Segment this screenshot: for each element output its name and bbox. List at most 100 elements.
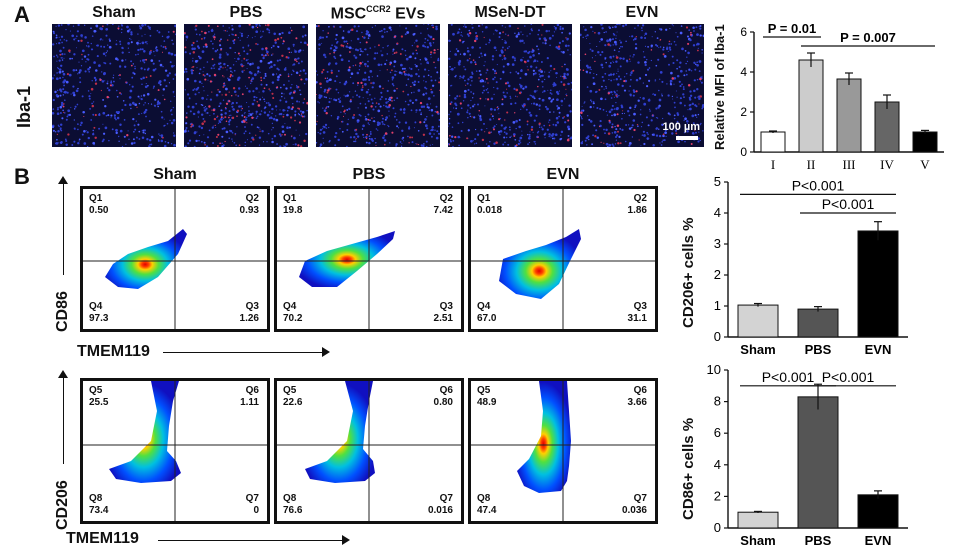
y-tick-label: 6: [714, 425, 721, 440]
quadrant-label: Q5 25.5: [89, 385, 108, 409]
quadrant-percent: 3.66: [627, 397, 647, 408]
micrograph-label-text: PBS: [229, 4, 263, 21]
arrowhead-right-icon: [342, 535, 350, 545]
quadrant-label: Q6 1.11: [240, 385, 259, 409]
quadrant-percent: 0: [253, 505, 259, 516]
micrograph-image: 100 µm: [580, 24, 704, 147]
flow-plot-cd86: Q1 0.50 Q2 0.93 Q4 97.3 Q3 1.26: [80, 186, 270, 332]
cd86-bar-chart: 0 2 4 6 8 10 Sham PBS EVN P<0.001 P<0.001: [707, 362, 908, 548]
quadrant-name: Q4: [89, 301, 103, 312]
quadrant-label: Q3 1.26: [240, 301, 259, 325]
y-tick-label: 2: [714, 488, 721, 503]
x-tick-label: V: [920, 157, 930, 170]
micrograph-label-rest: EVs: [390, 5, 426, 23]
tmem119-axis-arrow-2: [158, 540, 343, 541]
flow-plot-cd86: Q1 19.8 Q2 7.42 Q4 70.2 Q3 2.51: [274, 186, 464, 332]
bar: [797, 308, 839, 338]
micrograph-label-sup: CCR2: [366, 4, 391, 14]
y-tick-label: 1: [714, 298, 721, 313]
flow-column-title: Sham: [153, 166, 197, 183]
y-tick-label: 4: [740, 65, 747, 79]
bar: [737, 304, 779, 338]
quadrant-name: Q7: [245, 493, 259, 504]
y-tick-label: 2: [740, 105, 747, 119]
quadrant-name: Q5: [89, 385, 103, 396]
quadrant-name: Q5: [283, 385, 297, 396]
density-plot: [83, 381, 267, 521]
fluorescence-texture: [448, 24, 572, 147]
density-plot: [277, 381, 461, 521]
bar: [798, 59, 824, 153]
arrowhead-up-icon: [58, 370, 68, 378]
quadrant-label: Q7 0.016: [428, 493, 453, 517]
micrograph-label-text: MSeN-DT: [474, 4, 546, 21]
quadrant-name: Q3: [439, 301, 453, 312]
quadrant-label: Q1 0.50: [89, 193, 108, 217]
bar: [760, 131, 786, 153]
quadrant-name: Q6: [245, 385, 259, 396]
flow-column-title: EVN: [546, 166, 580, 183]
quadrant-name: Q1: [477, 193, 491, 204]
quadrant-percent: 0.50: [89, 205, 109, 216]
quadrant-name: Q4: [477, 301, 491, 312]
quadrant-name: Q5: [477, 385, 491, 396]
cell-density-blob: [499, 229, 581, 299]
bar: [874, 101, 900, 153]
flow-plot-cd206: Q5 22.6 Q6 0.80 Q8 76.6 Q7 0.016: [274, 378, 464, 524]
p-value-label: P<0.001: [822, 369, 875, 385]
quadrant-percent: 48.9: [477, 397, 497, 408]
quadrant-label: Q4 70.2: [283, 301, 302, 325]
y-tick-label: 2: [714, 267, 721, 282]
flow-column-title: PBS: [352, 166, 386, 183]
tmem119-axis-arrow-1: [163, 352, 323, 353]
quadrant-percent: 19.8: [283, 205, 303, 216]
micrograph-image: [184, 24, 308, 147]
arrowhead-right-icon: [322, 347, 330, 357]
flow-plot-cd206: Q5 48.9 Q6 3.66 Q8 47.4 Q7 0.036: [468, 378, 658, 524]
p-value-label: P<0.001: [822, 196, 875, 212]
quadrant-label: Q6 3.66: [628, 385, 647, 409]
quadrant-percent: 97.3: [89, 313, 109, 324]
y-tick-label: 5: [714, 174, 721, 189]
quadrant-label: Q6 0.80: [434, 385, 453, 409]
cell-density-blob: [109, 381, 181, 483]
quadrant-name: Q7: [439, 493, 453, 504]
density-plot: [277, 189, 461, 329]
arrowhead-up-icon: [58, 176, 68, 184]
x-tick-label: Sham: [740, 533, 775, 548]
quadrant-label: Q8 47.4: [477, 493, 496, 517]
y-tick-label: 4: [714, 205, 721, 220]
y-tick-label: 4: [714, 457, 721, 472]
quadrant-percent: 70.2: [283, 313, 303, 324]
quadrant-name: Q4: [283, 301, 297, 312]
x-tick-label: PBS: [805, 342, 832, 357]
p-value-label: P = 0.007: [840, 30, 896, 45]
cell-density-blob: [299, 231, 395, 287]
quadrant-name: Q8: [89, 493, 103, 504]
micrograph-label-text: MSC: [330, 5, 367, 23]
micrograph-image: [52, 24, 176, 147]
quadrant-percent: 2.51: [433, 313, 453, 324]
micrograph-image: [316, 24, 440, 147]
quadrant-label: Q7 0: [246, 493, 259, 517]
micrograph-image: [448, 24, 572, 147]
quadrant-label: Q2 1.86: [628, 193, 647, 217]
p-value-label: P = 0.01: [768, 21, 817, 36]
quadrant-percent: 73.4: [89, 505, 109, 516]
quadrant-label: Q8 73.4: [89, 493, 108, 517]
quadrant-name: Q1: [283, 193, 297, 204]
bar: [836, 78, 862, 153]
micrograph-label-text: EVN: [625, 4, 659, 21]
quadrant-name: Q7: [633, 493, 647, 504]
quadrant-percent: 0.80: [433, 397, 453, 408]
quadrant-label: Q3 31.1: [628, 301, 647, 325]
flow-plot-cd86: Q1 0.018 Q2 1.86 Q4 67.0 Q3 31.1: [468, 186, 658, 332]
y-tick-label: 0: [714, 329, 721, 344]
cell-density-blob: [305, 381, 375, 483]
x-tick-label: II: [807, 157, 816, 170]
panel-letter-b: B: [14, 164, 30, 189]
quadrant-label: Q5 48.9: [477, 385, 496, 409]
quadrant-name: Q2: [633, 193, 647, 204]
quadrant-label: Q5 22.6: [283, 385, 302, 409]
x-tick-label: EVN: [865, 342, 892, 357]
